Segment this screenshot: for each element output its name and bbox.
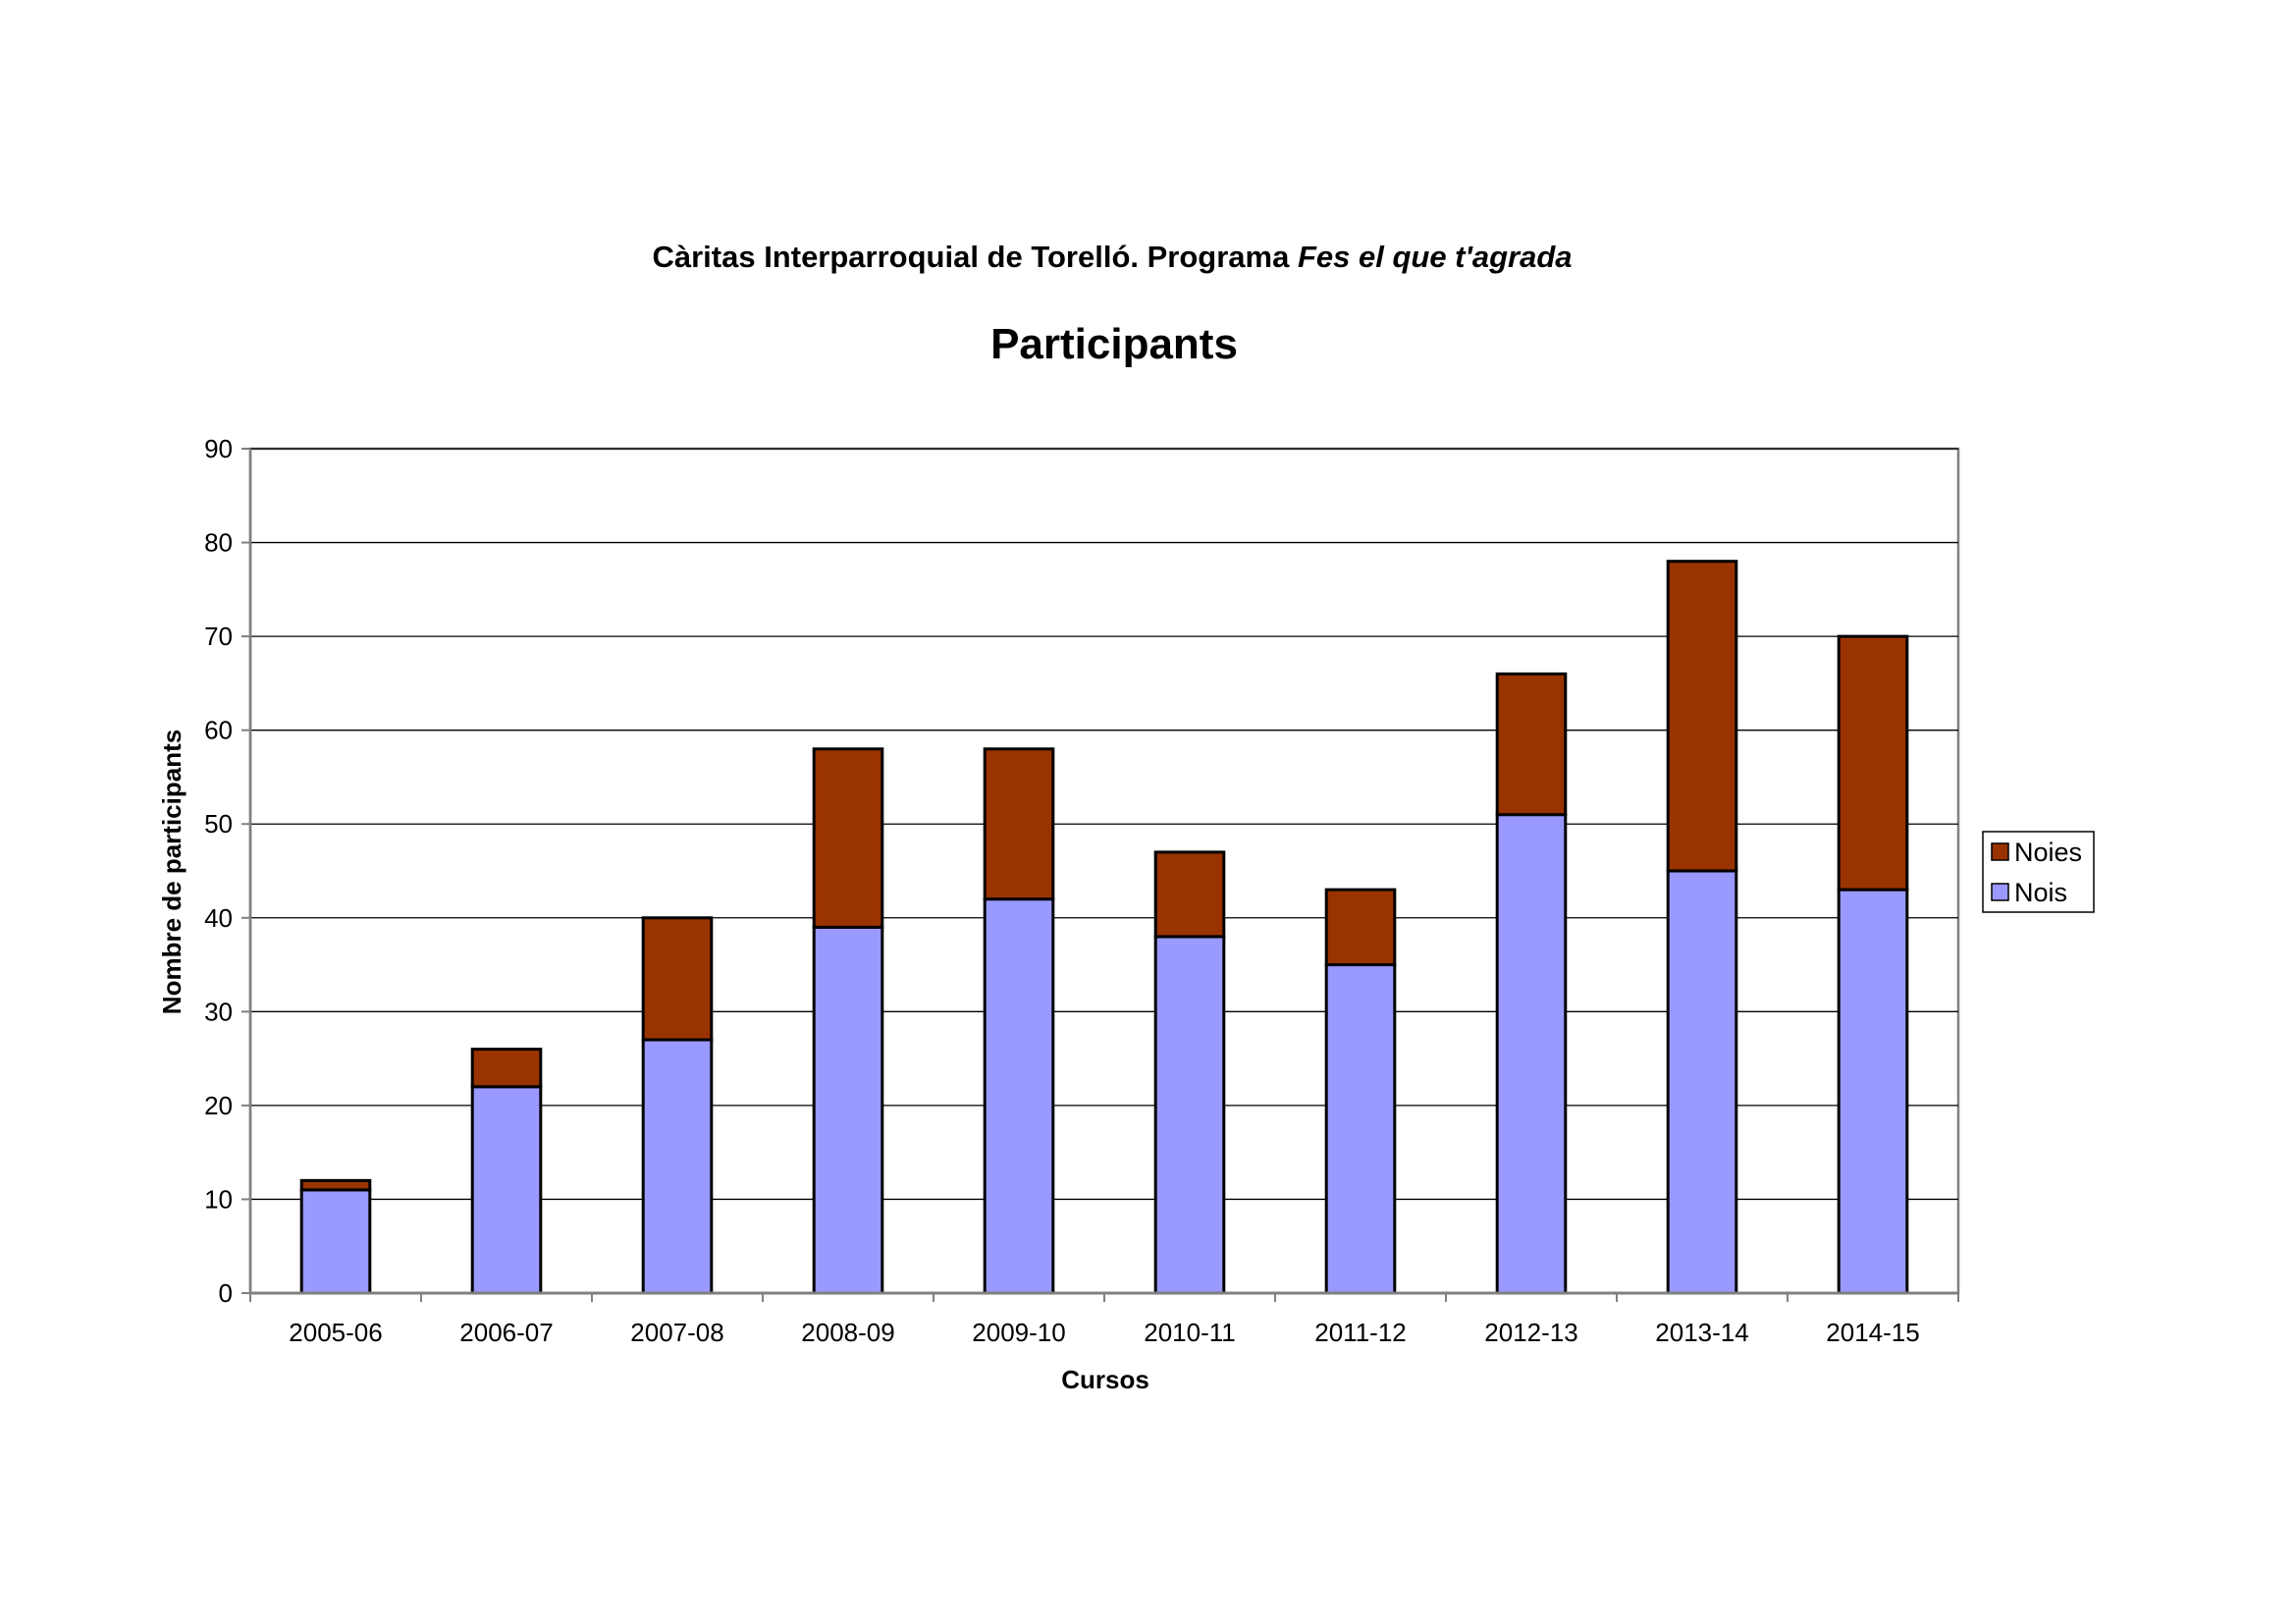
y-tick-label: 10 xyxy=(204,1184,233,1214)
bar-nois-2005-06 xyxy=(299,1188,372,1295)
bar-noies-2007-08 xyxy=(641,916,714,1042)
y-tick-label: 80 xyxy=(204,528,233,558)
x-tick-label: 2012-13 xyxy=(1484,1318,1577,1347)
legend: Noies Nois xyxy=(1982,831,2095,913)
legend-swatch-noies xyxy=(1991,842,2009,861)
x-tick-label: 2014-15 xyxy=(1826,1318,1919,1347)
x-tick-label: 2006-07 xyxy=(459,1318,553,1347)
chart-subtitle: Participants xyxy=(990,320,1238,368)
bar-noies-2006-07 xyxy=(470,1048,543,1089)
bar-noies-2014-15 xyxy=(1837,634,1909,892)
y-tick-label: 0 xyxy=(219,1278,233,1308)
chart-title: Càritas Interparroquial de Torelló. Prog… xyxy=(652,240,1572,274)
x-tick-label: 2010-11 xyxy=(1144,1318,1236,1347)
y-tick-label: 50 xyxy=(204,809,233,839)
bar-noies-2012-13 xyxy=(1495,672,1568,817)
bar-noies-2013-14 xyxy=(1666,560,1738,873)
y-tick-label: 70 xyxy=(204,622,233,651)
bar-nois-2010-11 xyxy=(1153,935,1226,1295)
bar-nois-2006-07 xyxy=(470,1085,543,1295)
bar-nois-2007-08 xyxy=(641,1038,714,1295)
bar-noies-2011-12 xyxy=(1324,888,1397,967)
bar-nois-2012-13 xyxy=(1495,813,1568,1295)
bar-nois-2013-14 xyxy=(1666,869,1738,1295)
x-tick-label: 2007-08 xyxy=(630,1318,723,1347)
y-tick-label: 90 xyxy=(204,434,233,463)
legend-label-nois: Nois xyxy=(2014,878,2067,907)
y-tick-label: 40 xyxy=(204,903,233,933)
x-tick-label: 2013-14 xyxy=(1655,1318,1748,1347)
x-tick-label: 2011-12 xyxy=(1314,1318,1407,1347)
y-axis-label: Nombre de participants xyxy=(157,730,187,1014)
x-tick-label: 2009-10 xyxy=(972,1318,1065,1347)
bar-nois-2008-09 xyxy=(812,925,884,1295)
legend-label-noies: Noies xyxy=(2014,838,2082,867)
x-axis-label: Cursos xyxy=(1061,1365,1149,1394)
y-tick-label: 30 xyxy=(204,997,233,1026)
bar-nois-2011-12 xyxy=(1324,963,1397,1295)
y-tick-label: 60 xyxy=(204,716,233,745)
y-tick-label: 20 xyxy=(204,1091,233,1120)
bar-noies-2010-11 xyxy=(1153,850,1226,939)
bar-nois-2009-10 xyxy=(983,897,1055,1295)
bar-noies-2009-10 xyxy=(983,747,1055,901)
bar-noies-2005-06 xyxy=(299,1178,372,1192)
legend-swatch-nois xyxy=(1991,883,2009,901)
x-tick-label: 2008-09 xyxy=(801,1318,894,1347)
bar-noies-2008-09 xyxy=(812,747,884,929)
bar-nois-2014-15 xyxy=(1837,888,1909,1295)
x-tick-label: 2005-06 xyxy=(289,1318,382,1347)
